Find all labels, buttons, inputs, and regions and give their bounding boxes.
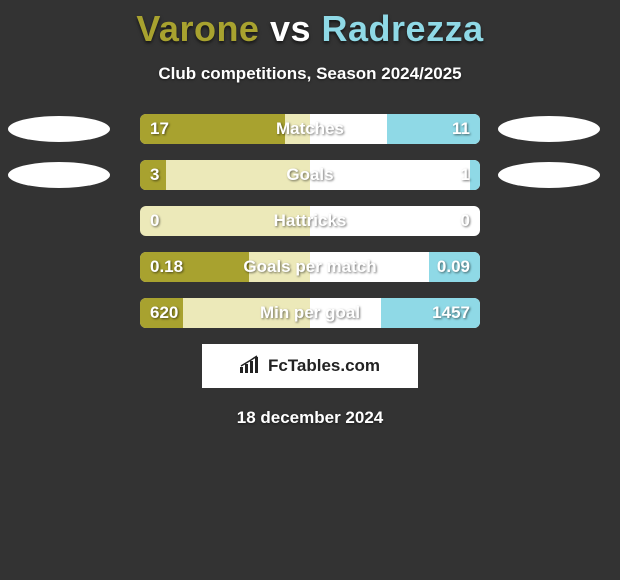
- player1-badge-placeholder: [8, 116, 110, 142]
- player1-value: 0.18: [150, 252, 183, 282]
- stat-row: Min per goal620 1457: [0, 298, 620, 328]
- stat-row: Goals3 1: [0, 160, 620, 190]
- player1-value: 17: [150, 114, 169, 144]
- player1-value: 620: [150, 298, 178, 328]
- stat-label: Hattricks: [140, 206, 480, 236]
- player2-value: 0: [461, 206, 470, 236]
- stat-bar: Hattricks0 0: [140, 206, 480, 236]
- player1-badge-placeholder: [8, 162, 110, 188]
- stat-row: Matches17 11: [0, 114, 620, 144]
- stat-bar: Goals3 1: [140, 160, 480, 190]
- player2-value: 1457: [432, 298, 470, 328]
- stat-bar: Goals per match0.18 0.09: [140, 252, 480, 282]
- brand-attribution[interactable]: FcTables.com: [202, 344, 418, 388]
- player1-value: 0: [150, 206, 159, 236]
- snapshot-date: 18 december 2024: [0, 408, 620, 428]
- player2-badge-placeholder: [498, 116, 600, 142]
- stats-chart: Matches17 11 Goals3 1 Hattricks0 0 Goals per m…: [0, 114, 620, 328]
- stat-row: Hattricks0 0: [0, 206, 620, 236]
- stat-bar: Matches17 11: [140, 114, 480, 144]
- stat-label: Min per goal: [140, 298, 480, 328]
- vs-text: vs: [270, 8, 311, 49]
- stat-bar: Min per goal620 1457: [140, 298, 480, 328]
- player1-name: Varone: [136, 8, 259, 49]
- stat-row: Goals per match0.18 0.09: [0, 252, 620, 282]
- stat-label: Goals: [140, 160, 480, 190]
- brand-text: FcTables.com: [268, 356, 380, 376]
- comparison-title: Varone vs Radrezza: [0, 0, 620, 50]
- season-subtitle: Club competitions, Season 2024/2025: [0, 64, 620, 84]
- player1-value: 3: [150, 160, 159, 190]
- stat-label: Goals per match: [140, 252, 480, 282]
- player2-value: 0.09: [437, 252, 470, 282]
- player2-value: 11: [452, 114, 470, 144]
- stat-label: Matches: [140, 114, 480, 144]
- bars-growth-icon: [240, 355, 262, 378]
- player2-badge-placeholder: [498, 162, 600, 188]
- player2-value: 1: [461, 160, 470, 190]
- player2-name: Radrezza: [322, 8, 484, 49]
